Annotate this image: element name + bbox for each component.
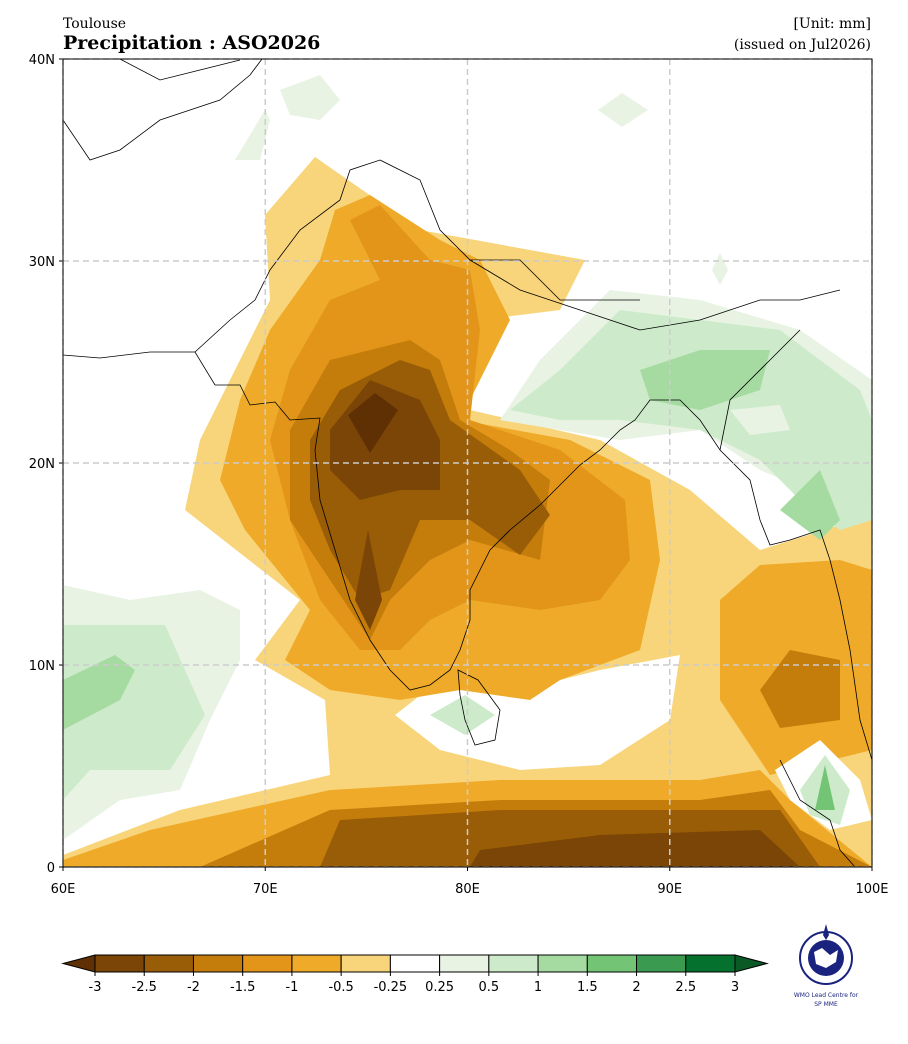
lon-tick-label: 70E bbox=[253, 882, 278, 897]
colorbar-extend bbox=[61, 954, 96, 973]
colorbar-label: -0.5 bbox=[328, 980, 353, 995]
colorbar-label: 0.25 bbox=[425, 980, 454, 995]
lat-tick-label: 40N bbox=[29, 53, 55, 68]
lon-tick-label: 90E bbox=[657, 882, 682, 897]
colorbar-label: -1 bbox=[285, 980, 298, 995]
unit: [Unit: mm] bbox=[793, 16, 871, 32]
colorbar-box bbox=[537, 954, 588, 973]
colorbar-label: -2 bbox=[187, 980, 200, 995]
lat-tick-label: 10N bbox=[29, 659, 55, 674]
lat-tick-label: 0 bbox=[47, 861, 55, 876]
colorbar-label: 0.5 bbox=[479, 980, 500, 995]
colorbar-label: 1 bbox=[534, 980, 542, 995]
lon-tick-label: 100E bbox=[855, 882, 888, 897]
colorbar-label: 3 bbox=[731, 980, 739, 995]
colorbar-label: -3 bbox=[89, 980, 102, 995]
colorbar-box bbox=[192, 954, 244, 973]
colorbar-box bbox=[488, 954, 539, 973]
map-frame bbox=[62, 58, 873, 868]
colorbar-box bbox=[94, 954, 145, 973]
lon-tick-label: 80E bbox=[455, 882, 480, 897]
logo: WMO Lead Centre for SP MME bbox=[794, 924, 859, 1008]
colorbar-box bbox=[685, 954, 736, 973]
colorbar-label: -1.5 bbox=[230, 980, 255, 995]
logo-text: WMO Lead Centre for bbox=[794, 992, 859, 999]
title: Precipitation : ASO2026 bbox=[63, 32, 320, 54]
colorbar-label: -2.5 bbox=[132, 980, 157, 995]
colorbar-box bbox=[636, 954, 687, 973]
colorbar-extend bbox=[734, 954, 769, 973]
lon-tick-label: 60E bbox=[51, 882, 76, 897]
colorbar-box bbox=[586, 954, 638, 973]
colorbar-box bbox=[143, 954, 194, 973]
colorbar-box bbox=[389, 954, 441, 973]
logo-text: SP MME bbox=[814, 1001, 838, 1008]
lat-tick-label: 20N bbox=[29, 457, 55, 472]
colorbar: -3 -2.5 -2 -1.5 -1 -0.5 -0.25 0.25 0.5 1 1.5 2 2.5 3 bbox=[61, 954, 769, 995]
colorbar-label: 2 bbox=[632, 980, 640, 995]
colorbar-label: 1.5 bbox=[577, 980, 598, 995]
colorbar-label: -0.25 bbox=[374, 980, 408, 995]
colorbar-box bbox=[242, 954, 293, 973]
lat-tick-label: 30N bbox=[29, 255, 55, 270]
colorbar-box bbox=[340, 954, 391, 973]
colorbar-label: 2.5 bbox=[675, 980, 696, 995]
issued: (issued on Jul2026) bbox=[734, 37, 871, 53]
colorbar-box bbox=[439, 954, 490, 973]
source: Toulouse bbox=[63, 16, 126, 32]
colorbar-box bbox=[291, 954, 342, 973]
